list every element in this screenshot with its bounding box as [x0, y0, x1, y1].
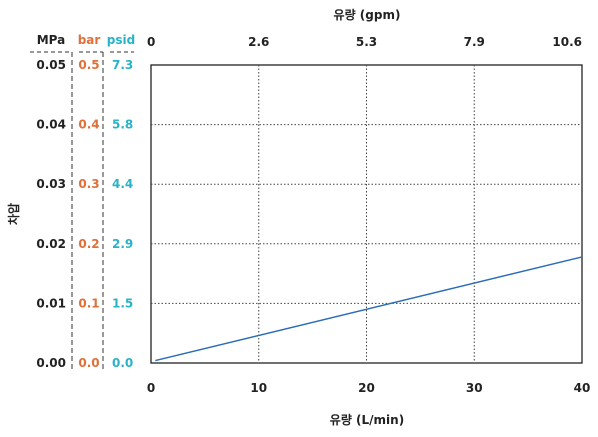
x-tick-label: 10	[250, 381, 267, 395]
mpa-tick-label: 0.04	[36, 118, 66, 132]
psid-tick-label: 5.8	[112, 118, 133, 132]
mpa-tick-label: 0.00	[36, 356, 66, 370]
series-line	[155, 256, 583, 362]
x2-axis-title: 유량 (gpm)	[334, 8, 401, 22]
x2-tick-labels: 0 2.6 5.3 7.9 10.6	[147, 35, 582, 49]
mpa-tick-label: 0.01	[36, 296, 66, 310]
x-tick-labels: 0 10 20 30 40	[147, 381, 591, 395]
psid-tick-label: 2.9	[112, 237, 133, 251]
mpa-tick-label: 0.05	[36, 58, 66, 72]
mpa-unit-label: MPa	[37, 33, 66, 47]
bar-tick-label: 0.2	[78, 237, 99, 251]
psid-tick-label: 4.4	[112, 177, 133, 191]
x2-tick-label: 0	[147, 35, 155, 49]
psid-tick-label: 7.3	[112, 58, 133, 72]
mpa-tick-label: 0.02	[36, 237, 66, 251]
x-tick-label: 20	[358, 381, 375, 395]
y-tick-labels: 0.00 0.01 0.02 0.03 0.04 0.05 0.0 0.1 0.2 0.3 0.4 0…	[36, 58, 133, 370]
x2-tick-label: 10.6	[552, 35, 582, 49]
bar-tick-label: 0.5	[78, 58, 99, 72]
series-lines	[155, 256, 583, 362]
bar-tick-label: 0.4	[78, 118, 99, 132]
psid-unit-label: psid	[107, 33, 135, 47]
psid-tick-label: 1.5	[112, 296, 133, 310]
psid-tick-label: 0.0	[112, 356, 133, 370]
x-tick-label: 0	[147, 381, 155, 395]
x2-tick-label: 5.3	[356, 35, 377, 49]
mpa-tick-label: 0.03	[36, 177, 66, 191]
bar-unit-label: bar	[78, 33, 101, 47]
x2-tick-label: 2.6	[248, 35, 269, 49]
x-tick-label: 40	[574, 381, 591, 395]
x-axis-title: 유량 (L/min)	[330, 413, 404, 427]
bar-tick-label: 0.1	[78, 296, 99, 310]
x2-tick-label: 7.9	[464, 35, 485, 49]
y-axis-title: 차압	[6, 203, 21, 225]
grid-lines	[151, 65, 582, 363]
bar-tick-label: 0.3	[78, 177, 99, 191]
x-tick-label: 30	[466, 381, 483, 395]
unit-axes	[30, 51, 134, 370]
bar-tick-label: 0.0	[78, 356, 99, 370]
